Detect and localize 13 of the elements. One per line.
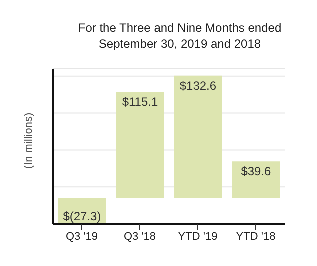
x-tick-label: Q3 '18 — [124, 230, 156, 243]
bar — [232, 162, 280, 198]
bar — [174, 76, 222, 198]
x-tick-label: YTD '18 — [236, 230, 276, 243]
chart-title: For the Three and Nine Months ended September 30, 2019 and 2018 — [77, 20, 283, 52]
data-label: $132.6 — [180, 78, 217, 93]
x-tick-label: Q3 '19 — [66, 230, 98, 243]
data-label: $(27.3) — [63, 209, 102, 224]
data-label: $39.6 — [241, 164, 272, 179]
y-axis-title: (In millions) — [23, 112, 35, 170]
x-tick-label: YTD '19 — [178, 230, 218, 243]
data-label: $115.1 — [122, 94, 158, 109]
bar — [116, 92, 164, 198]
